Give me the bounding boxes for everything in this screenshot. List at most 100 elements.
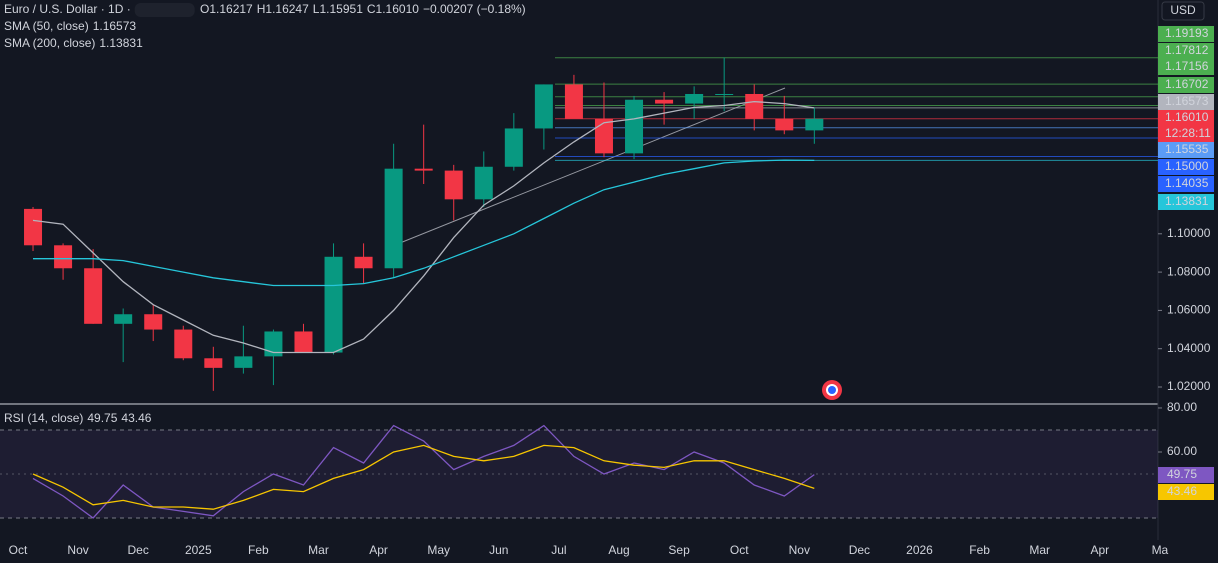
price-badge-label: 1.17156 <box>1165 59 1209 73</box>
ohlc-value: 1.16247 <box>265 2 309 16</box>
flag-icon <box>822 380 842 400</box>
legend-value: 49.75 <box>87 411 117 425</box>
candle-body <box>594 118 613 154</box>
legend-value: 1.13831 <box>99 36 143 50</box>
price-badge <box>1158 194 1214 210</box>
price-badge <box>1158 43 1214 59</box>
price-badge-label: 1.16573 <box>1165 94 1209 108</box>
candle-body <box>174 329 193 359</box>
candle-body <box>24 208 43 246</box>
y-tick-label: 1.06000 <box>1167 303 1211 317</box>
candle-body <box>144 314 163 330</box>
candle-body <box>564 84 583 119</box>
price-badge <box>1158 77 1214 93</box>
price-badge-label: 1.13831 <box>1165 194 1209 208</box>
price-badge-label: 1.15000 <box>1165 159 1209 173</box>
symbol: Euro / U.S. Dollar · 1D · <box>4 2 131 16</box>
trendline <box>389 87 786 248</box>
price-badge <box>1158 26 1214 42</box>
x-tick-label: Apr <box>1090 543 1109 557</box>
candle-body <box>534 84 553 129</box>
price-badge <box>1158 110 1214 126</box>
rsi-badge-label: 49.75 <box>1167 467 1197 481</box>
x-tick-label: Aug <box>608 543 629 557</box>
x-tick-label: Oct <box>9 543 28 557</box>
x-tick-label: Nov <box>67 543 88 557</box>
change: −0.00207 (−0.18%) <box>423 2 526 16</box>
price-badge <box>1158 176 1214 192</box>
sma-line <box>33 159 815 287</box>
y-tick-label: 1.10000 <box>1167 226 1211 240</box>
currency[interactable]: USD <box>1170 3 1196 17</box>
candle-body <box>685 93 704 104</box>
x-tick-label: 2026 <box>906 543 933 557</box>
price-badge-label: 1.17812 <box>1165 43 1209 57</box>
sma-line <box>32 100 815 354</box>
x-tick-label: Jun <box>489 543 508 557</box>
ohlc-prefix: H <box>257 2 266 16</box>
price-badge <box>1158 59 1214 75</box>
x-tick-label: Nov <box>789 543 810 557</box>
rsi-line <box>32 444 815 510</box>
x-tick-label: Feb <box>969 543 990 557</box>
redacted <box>134 3 195 17</box>
candle-body <box>655 99 674 104</box>
price-badge-label: 1.15535 <box>1165 142 1209 156</box>
candle-body <box>354 256 373 269</box>
price-badge-label: 1.16702 <box>1165 77 1209 91</box>
y-tick-label: 60.00 <box>1167 444 1197 458</box>
price-badge <box>1158 159 1214 175</box>
candle-body <box>54 245 73 269</box>
legend-name: SMA (200, close) <box>4 36 95 50</box>
price-badge-label: 1.16010 <box>1165 110 1209 124</box>
legend-value: 1.16573 <box>93 19 137 33</box>
countdown-badge <box>1158 126 1214 142</box>
x-tick-label: Apr <box>369 543 388 557</box>
candle-body <box>504 128 523 167</box>
rsi-badge <box>1158 467 1214 483</box>
ohlc-prefix: O <box>200 2 209 16</box>
candle-body <box>805 118 824 131</box>
ohlc-value: 1.16217 <box>209 2 253 16</box>
y-tick-label: 1.04000 <box>1167 341 1211 355</box>
x-tick-label: Ma <box>1152 543 1169 557</box>
x-tick-label: Jul <box>551 543 566 557</box>
price-badge-label: 1.14035 <box>1165 176 1209 190</box>
ohlc-value: 1.16010 <box>376 2 420 16</box>
candle-body <box>625 99 644 154</box>
rsi-title: RSI (14, close) <box>4 411 83 425</box>
candle-body <box>775 118 794 131</box>
ohlc-value: 1.15951 <box>319 2 363 16</box>
x-tick-label: Dec <box>849 543 870 557</box>
rsi-badge <box>1158 484 1214 500</box>
candle-body <box>715 93 734 95</box>
candle-body <box>234 356 253 368</box>
ohlc-prefix: L <box>313 2 320 16</box>
candle-body <box>745 93 764 119</box>
x-tick-label: Feb <box>248 543 269 557</box>
candle-body <box>474 166 493 200</box>
candle-body <box>264 331 283 357</box>
candle-body <box>84 268 103 324</box>
rsi-line <box>32 424 815 519</box>
candle-body <box>414 168 433 171</box>
y-tick-label: 80.00 <box>1167 400 1197 414</box>
price-badge-label: 1.19193 <box>1165 26 1209 40</box>
x-tick-label: Mar <box>1029 543 1050 557</box>
candle-body <box>114 314 133 324</box>
rsi-badge-label: 43.46 <box>1167 484 1197 498</box>
currency-button[interactable] <box>1161 1 1205 21</box>
x-tick-label: Mar <box>308 543 329 557</box>
x-tick-label: Oct <box>730 543 749 557</box>
countdown: 12:28:11 <box>1165 126 1211 140</box>
price-badge <box>1158 94 1214 110</box>
x-tick-label: May <box>427 543 450 557</box>
y-tick-label: 1.08000 <box>1167 264 1211 278</box>
price-badge <box>1158 142 1214 158</box>
candle-body <box>384 168 403 269</box>
y-tick-label: 1.02000 <box>1167 379 1211 393</box>
candle-body <box>324 256 343 353</box>
x-tick-label: Dec <box>128 543 149 557</box>
